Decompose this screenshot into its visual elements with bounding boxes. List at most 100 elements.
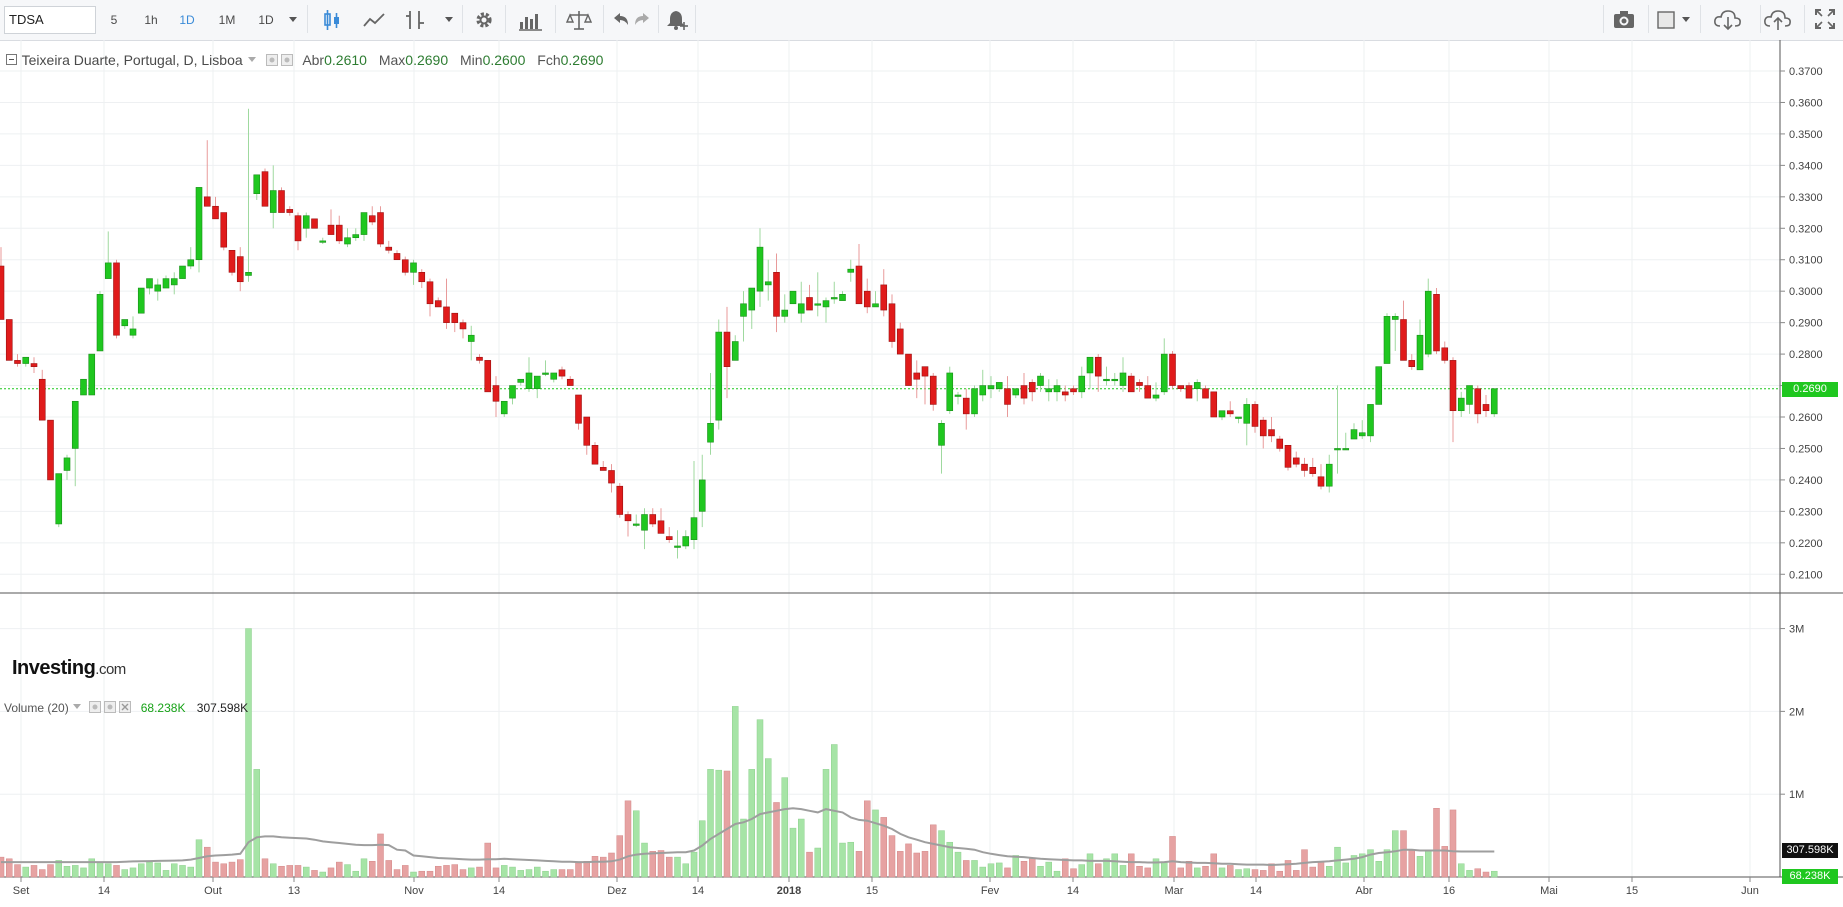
volume-bar bbox=[641, 842, 648, 878]
volume-bar bbox=[344, 864, 351, 878]
interval-1h-button[interactable]: 1h bbox=[144, 13, 158, 27]
alert-icon[interactable] bbox=[664, 8, 692, 37]
candle-body bbox=[1235, 416, 1242, 419]
redo-icon[interactable] bbox=[632, 8, 654, 37]
bars-icon[interactable] bbox=[518, 8, 544, 37]
candle-body bbox=[921, 366, 929, 377]
candle-body bbox=[187, 259, 195, 267]
candle-body bbox=[896, 328, 904, 355]
candle-body bbox=[954, 394, 962, 397]
interval-dropdown-chevron-down-icon[interactable] bbox=[287, 12, 299, 30]
volume-bar bbox=[690, 851, 698, 878]
volume-bar bbox=[921, 851, 929, 878]
visibility-icon[interactable] bbox=[266, 53, 294, 69]
candle-body bbox=[253, 174, 261, 194]
candle-body bbox=[707, 422, 714, 443]
volume-bar bbox=[987, 863, 995, 878]
layout-icon[interactable] bbox=[1656, 8, 1696, 37]
volume-bar bbox=[1119, 865, 1127, 878]
candle-body bbox=[212, 205, 219, 220]
volume-bar bbox=[1449, 809, 1457, 878]
candle-body bbox=[1004, 388, 1011, 405]
volume-bar bbox=[402, 865, 409, 878]
interval-1d-button[interactable]: 1D bbox=[179, 13, 195, 27]
volume-bar bbox=[509, 866, 516, 878]
candle-body bbox=[146, 278, 153, 289]
interval-1m-button[interactable]: 1M bbox=[218, 13, 236, 27]
volume-ma-value: 307.598K bbox=[196, 701, 249, 715]
candle-body bbox=[1185, 385, 1193, 399]
volume-bar bbox=[954, 851, 962, 878]
price-tick-label: 0.3500 bbox=[1789, 129, 1823, 141]
volume-ma-tag: 307.598K bbox=[1782, 843, 1838, 859]
candle-body bbox=[410, 262, 417, 273]
volume-bar bbox=[451, 864, 458, 878]
candle-body bbox=[1301, 463, 1308, 471]
candle-body bbox=[946, 372, 954, 412]
candle-body bbox=[360, 212, 368, 235]
candle-body bbox=[327, 224, 335, 235]
candle-body bbox=[979, 385, 987, 396]
volume-bar bbox=[1194, 867, 1201, 878]
volume-bar bbox=[88, 858, 95, 878]
candle-body bbox=[797, 303, 805, 314]
fullscreen-icon[interactable] bbox=[1814, 8, 1836, 35]
volume-bar bbox=[608, 852, 615, 878]
interval-custom-button[interactable]: 1D bbox=[258, 13, 274, 27]
cloud-upload-icon[interactable] bbox=[1763, 8, 1793, 37]
volume-bar bbox=[1004, 867, 1011, 878]
volume-bar bbox=[105, 863, 112, 878]
candle-body bbox=[830, 297, 838, 300]
volume-bar bbox=[938, 830, 945, 878]
candle-body bbox=[558, 369, 566, 377]
candle-body bbox=[1078, 375, 1086, 393]
volume-bar bbox=[204, 846, 211, 878]
cloud-download-icon[interactable] bbox=[1713, 8, 1743, 37]
candle-body bbox=[624, 514, 632, 522]
volume-bar bbox=[880, 817, 887, 878]
chevron-down-icon[interactable] bbox=[443, 12, 455, 30]
candle-body bbox=[47, 419, 54, 481]
volume-value: 68.238K bbox=[140, 701, 186, 715]
indicator-icon[interactable] bbox=[404, 8, 428, 37]
candle-body bbox=[38, 378, 46, 421]
line-chart-icon[interactable] bbox=[362, 8, 386, 37]
candle-body bbox=[1466, 385, 1473, 405]
candle-body bbox=[434, 300, 442, 308]
volume-bar bbox=[1053, 870, 1061, 878]
price-chart[interactable]: 0.3700 0.3600 0.3500 0.3400 0.3300 0.3200 0.31… bbox=[0, 40, 1843, 907]
candle-body bbox=[905, 353, 912, 386]
volume-bar bbox=[443, 865, 450, 878]
camera-icon[interactable] bbox=[1612, 8, 1636, 37]
scale-icon[interactable] bbox=[565, 8, 593, 37]
volume-bar bbox=[146, 861, 153, 878]
candle-body bbox=[344, 237, 351, 245]
chart-legend: Teixeira Duarte, Portugal, D, Lisboa Abr… bbox=[6, 51, 603, 69]
volume-settings-icon[interactable] bbox=[89, 701, 132, 716]
candle-body bbox=[929, 375, 937, 405]
candle-body bbox=[129, 328, 137, 336]
volume-bar bbox=[352, 870, 359, 878]
volume-bar bbox=[567, 869, 574, 878]
gear-icon[interactable] bbox=[472, 8, 496, 37]
time-tick-label: 16 bbox=[1443, 885, 1455, 897]
undo-icon[interactable] bbox=[609, 8, 631, 37]
volume-bar bbox=[1128, 853, 1135, 878]
collapse-icon[interactable] bbox=[6, 53, 18, 69]
symbol-search-input[interactable]: TDSA bbox=[4, 6, 96, 34]
candle-body bbox=[608, 470, 615, 484]
volume-bar bbox=[624, 800, 632, 878]
price-tick-label: 0.3000 bbox=[1789, 286, 1823, 298]
volume-title: Volume (20) bbox=[4, 701, 69, 715]
candle-body bbox=[872, 303, 879, 308]
candle-body bbox=[467, 334, 475, 342]
volume-bar bbox=[1070, 868, 1077, 878]
volume-bar bbox=[897, 851, 904, 878]
candle-icon[interactable] bbox=[320, 8, 344, 37]
interval-5min-button[interactable]: 5 bbox=[110, 13, 118, 27]
volume-bar bbox=[501, 865, 508, 878]
chevron-down-icon[interactable] bbox=[72, 700, 82, 714]
last-price-tag: 0.2690 bbox=[1782, 381, 1838, 397]
chevron-down-icon[interactable] bbox=[247, 51, 257, 67]
volume-bar bbox=[171, 863, 178, 878]
